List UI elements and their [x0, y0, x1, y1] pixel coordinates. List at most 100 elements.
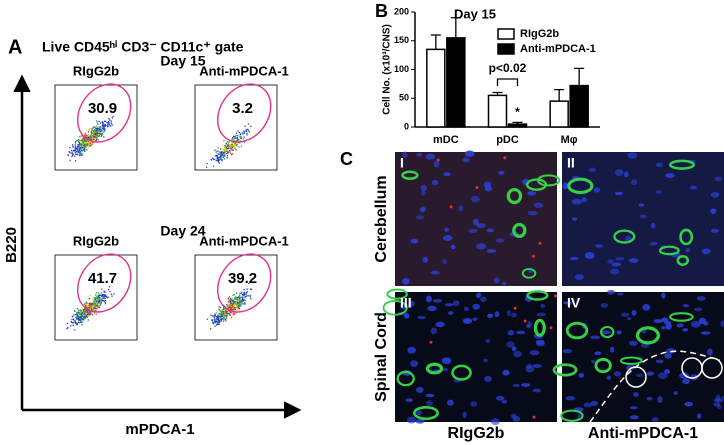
dot	[224, 318, 227, 321]
dot	[81, 145, 84, 147]
dot	[223, 149, 226, 151]
dot	[227, 297, 230, 299]
nucleus	[714, 176, 722, 182]
nucleus	[696, 296, 706, 301]
dot	[96, 303, 99, 305]
nucleus	[525, 365, 535, 373]
dot	[217, 318, 220, 321]
dot	[230, 146, 232, 148]
x-tick-label: mDC	[433, 134, 459, 146]
dot	[228, 306, 231, 309]
dot	[226, 317, 228, 319]
cell	[425, 362, 444, 375]
nucleus	[611, 262, 622, 267]
dot	[74, 321, 76, 323]
dot	[238, 300, 240, 302]
dot	[240, 303, 243, 305]
dot	[87, 306, 90, 308]
dot	[232, 309, 235, 312]
dot	[96, 132, 99, 134]
dot	[229, 313, 231, 316]
red-signal	[436, 158, 440, 162]
dot	[76, 150, 78, 152]
legend-swatch	[497, 28, 515, 40]
dot	[89, 140, 91, 143]
nucleus	[626, 316, 632, 321]
dot	[96, 302, 99, 304]
dot	[92, 299, 95, 301]
dot	[234, 144, 236, 146]
dot	[232, 294, 234, 296]
red-signal	[538, 241, 542, 245]
bar	[569, 84, 589, 128]
dot	[103, 128, 105, 131]
dot	[85, 141, 88, 144]
nucleus	[416, 152, 423, 157]
dot	[75, 316, 77, 319]
dot	[90, 305, 92, 307]
day-label: Day 15	[160, 53, 205, 69]
dot	[87, 303, 90, 305]
dot	[97, 135, 99, 137]
dot	[230, 303, 232, 305]
dot	[228, 296, 231, 298]
dot	[92, 307, 95, 309]
dot	[229, 151, 231, 153]
nucleus	[511, 312, 517, 318]
nucleus	[682, 378, 691, 385]
nucleus	[715, 394, 721, 402]
dot	[219, 152, 221, 154]
dot	[102, 299, 104, 302]
dot	[76, 146, 79, 148]
highlight-circle	[701, 357, 723, 379]
dot	[89, 127, 91, 130]
dot	[231, 308, 233, 311]
y-tick-label: 150	[394, 35, 409, 45]
dot	[238, 302, 241, 304]
dot	[85, 143, 88, 145]
nucleus	[484, 375, 492, 383]
dot	[104, 301, 106, 304]
nucleus	[495, 238, 505, 243]
dot	[82, 149, 85, 151]
dot	[245, 293, 247, 296]
dot	[83, 145, 85, 147]
dot	[73, 320, 75, 322]
column-label: RIgG2b	[448, 425, 505, 442]
dot	[217, 161, 219, 163]
dot	[212, 165, 215, 168]
red-signal	[523, 319, 527, 323]
cell	[679, 228, 694, 246]
dot	[223, 153, 226, 155]
dot	[83, 309, 86, 311]
dot	[233, 146, 236, 148]
dot	[234, 147, 236, 149]
dot	[93, 130, 95, 133]
dot	[230, 139, 232, 141]
dot	[78, 151, 80, 153]
nucleus	[432, 299, 443, 303]
dot	[100, 126, 102, 128]
dot	[236, 309, 238, 312]
dot	[233, 144, 235, 147]
dot	[86, 302, 88, 304]
dot	[219, 318, 221, 320]
dot	[218, 153, 220, 156]
nucleus	[682, 328, 689, 332]
nucleus	[661, 317, 669, 322]
nucleus	[682, 304, 689, 308]
dot	[239, 137, 242, 140]
nucleus	[690, 185, 697, 190]
dot	[98, 120, 100, 123]
dot	[227, 310, 230, 312]
dot	[233, 149, 235, 151]
error-bar	[512, 121, 523, 125]
dot	[84, 311, 86, 313]
dot	[80, 149, 83, 151]
dot	[244, 141, 246, 143]
dot	[72, 322, 75, 324]
dot	[97, 297, 99, 299]
dot	[102, 124, 104, 126]
dot	[78, 312, 80, 314]
